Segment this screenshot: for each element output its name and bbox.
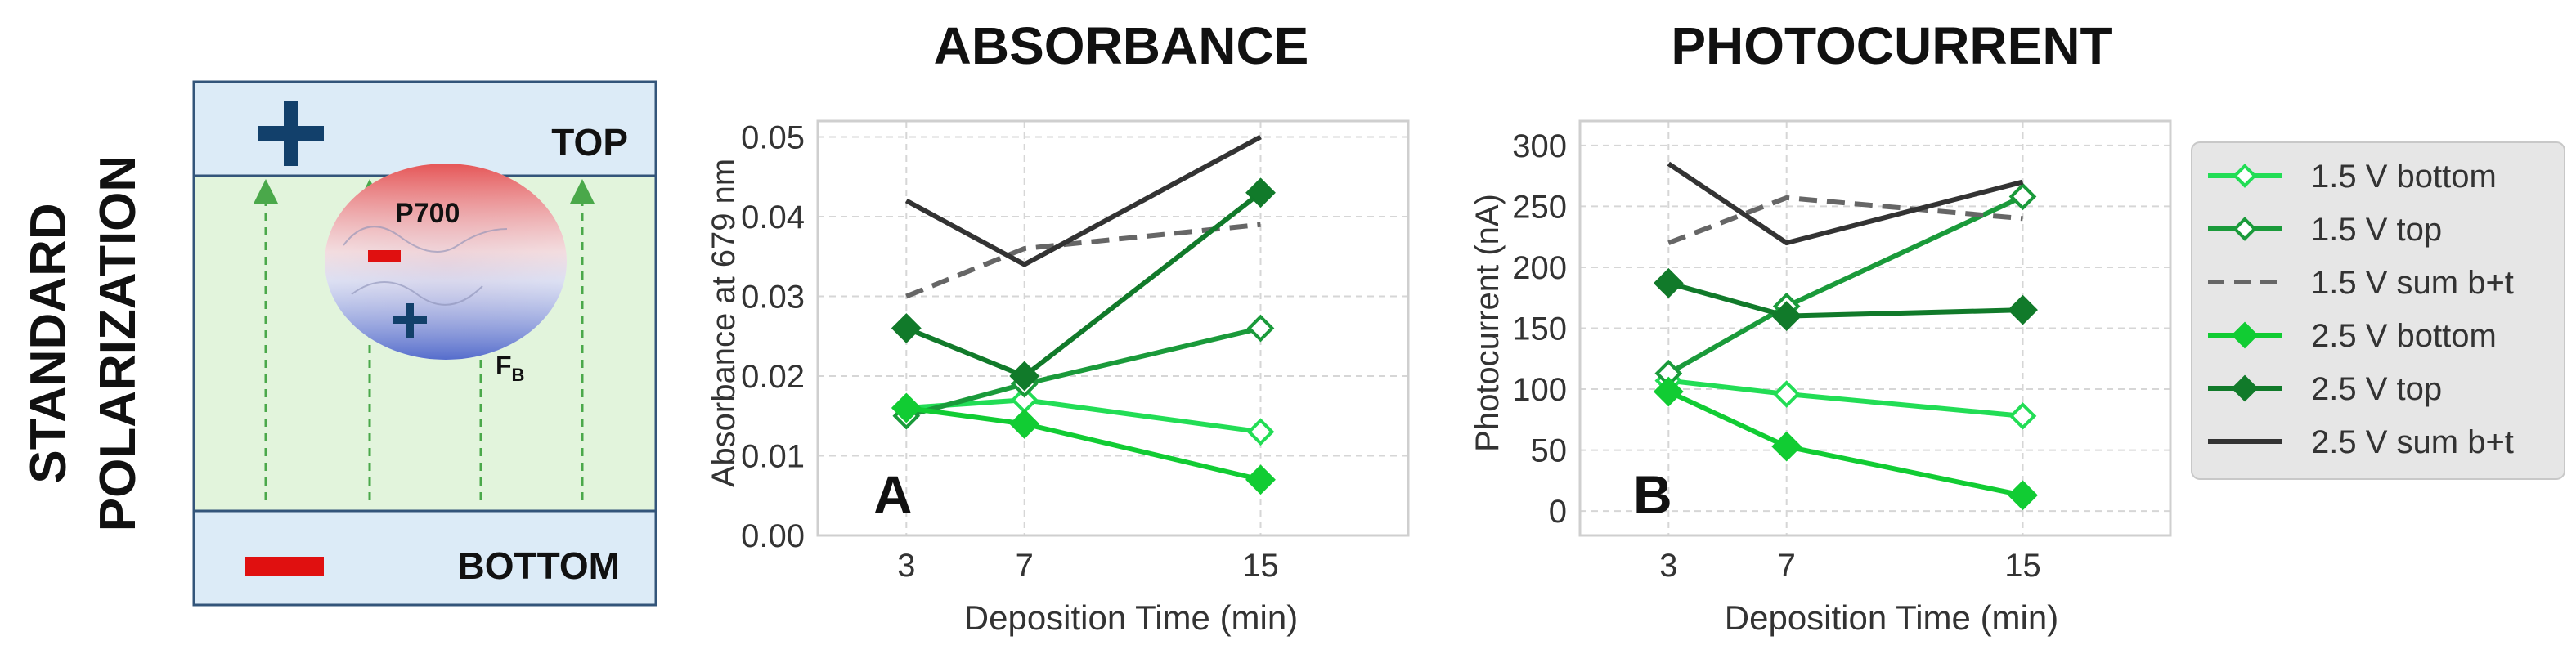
series-line-1-5-v-sum-b-t: [1667, 195, 2023, 245]
data-point-marker: [891, 313, 922, 343]
legend-label: 1.5 V top: [2311, 212, 2442, 248]
y-tick-label: 0.05: [741, 120, 805, 156]
x-tick-label: 7: [1016, 548, 1034, 584]
photocurrent-chart: PHOTOCURRENT Photocurrent (nA) Depositio…: [1470, 16, 2172, 637]
legend-label: 2.5 V top: [2311, 371, 2442, 407]
x-axis-label: Deposition Time (min): [964, 598, 1298, 637]
panel-letter: B: [1633, 464, 1672, 525]
side-label-standard: STANDARD: [20, 203, 77, 483]
psi-protein-icon: [325, 164, 567, 360]
x-tick-label: 15: [2004, 548, 2041, 584]
y-tick-label: 100: [1512, 372, 1567, 408]
side-label-polarization: POLARIZATION: [90, 155, 146, 531]
y-tick-label: 300: [1512, 128, 1567, 164]
y-tick-label: 0.00: [741, 518, 805, 554]
legend: 1.5 V bottom 1.5 V top 1.5 V sum b+t 2.5 V …: [2191, 141, 2565, 480]
legend-marker: [2231, 374, 2259, 402]
plot-frame: [816, 119, 1410, 537]
y-tick-label: 150: [1512, 311, 1567, 347]
y-tick-label: 0.02: [741, 359, 805, 395]
fb-label: FB: [496, 351, 524, 385]
absorbance-chart: ABSORBANCE Absorbance at 679 nm Depositi…: [706, 16, 1410, 637]
y-tick-label: 50: [1531, 433, 1568, 469]
y-tick-label: 200: [1512, 250, 1567, 286]
y-axis-label: Photocurrent (nA): [1470, 194, 1506, 452]
x-tick-label: 7: [1778, 548, 1796, 584]
y-tick-label: 0: [1549, 494, 1567, 530]
x-axis-label: Deposition Time (min): [1725, 598, 2058, 637]
data-point-marker: [2008, 480, 2038, 511]
x-tick-label: 3: [897, 548, 915, 584]
data-point-marker: [1246, 418, 1275, 446]
top-label: TOP: [551, 121, 628, 164]
data-point-marker: [1246, 314, 1275, 343]
data-point-marker: [1653, 267, 1684, 298]
minus-icon: [245, 557, 324, 576]
legend-entry: 1.5 V top: [2208, 212, 2442, 248]
plot-area: 0 50 100 150 200 250 300 3 7 15: [1512, 119, 2172, 584]
p700-label: P700: [395, 198, 460, 229]
y-tick-label: 0.04: [741, 199, 805, 235]
data-point-marker: [1245, 177, 1276, 208]
data-point-marker: [891, 392, 922, 423]
legend-entry: 1.5 V sum b+t: [2208, 265, 2514, 301]
data-point-marker: [1771, 301, 1802, 332]
data-point-marker: [1245, 464, 1276, 495]
schematic-panel: STANDARD POLARIZATION TOP BOTTOM P700: [20, 80, 657, 607]
x-tick-label: 3: [1659, 548, 1677, 584]
legend-label: 2.5 V sum b+t: [2311, 424, 2514, 460]
data-point-marker: [1009, 409, 1040, 439]
plus-icon: [258, 101, 324, 166]
panel-letter: A: [873, 464, 913, 525]
fb-plus-icon: [393, 303, 427, 338]
legend-entry: 2.5 V sum b+t: [2208, 424, 2514, 460]
data-point-marker: [2008, 294, 2038, 325]
legend-marker: [2233, 217, 2257, 241]
series-line-1-5-v-sum-b-t: [905, 222, 1261, 299]
data-point-marker: [1009, 361, 1040, 392]
data-point-marker: [2008, 402, 2037, 430]
data-point-marker: [1653, 376, 1684, 407]
legend-marker: [2233, 164, 2257, 188]
y-axis-label: Absorbance at 679 nm: [706, 159, 742, 487]
chart-title: ABSORBANCE: [934, 16, 1309, 75]
y-tick-label: 250: [1512, 189, 1567, 225]
legend-entry: 1.5 V bottom: [2208, 159, 2497, 195]
series-line-2-5-v-sum-b-t: [1667, 161, 2024, 246]
legend-label: 1.5 V sum b+t: [2311, 265, 2514, 301]
series-line-2-5-v-sum-b-t: [904, 134, 1262, 267]
data-point-marker: [1771, 431, 1802, 462]
chart-title: PHOTOCURRENT: [1671, 16, 2112, 75]
legend-marker: [2231, 321, 2259, 349]
x-tick-label: 15: [1242, 548, 1279, 584]
p700-minus-icon: [368, 250, 401, 262]
plot-area: 0.00 0.01 0.02 0.03 0.04 0.05 3 7 15: [741, 119, 1410, 584]
legend-label: 2.5 V bottom: [2311, 318, 2497, 354]
legend-label: 1.5 V bottom: [2311, 159, 2497, 195]
y-tick-label: 0.03: [741, 280, 805, 316]
plot-frame: [1578, 119, 2172, 537]
data-point-marker: [1772, 380, 1801, 408]
legend-entry: 2.5 V top: [2208, 371, 2442, 407]
y-tick-label: 0.01: [741, 439, 805, 475]
data-point-marker: [2008, 182, 2037, 211]
legend-entry: 2.5 V bottom: [2208, 318, 2497, 354]
bottom-label: BOTTOM: [458, 544, 620, 587]
legend-box: [2191, 141, 2565, 480]
